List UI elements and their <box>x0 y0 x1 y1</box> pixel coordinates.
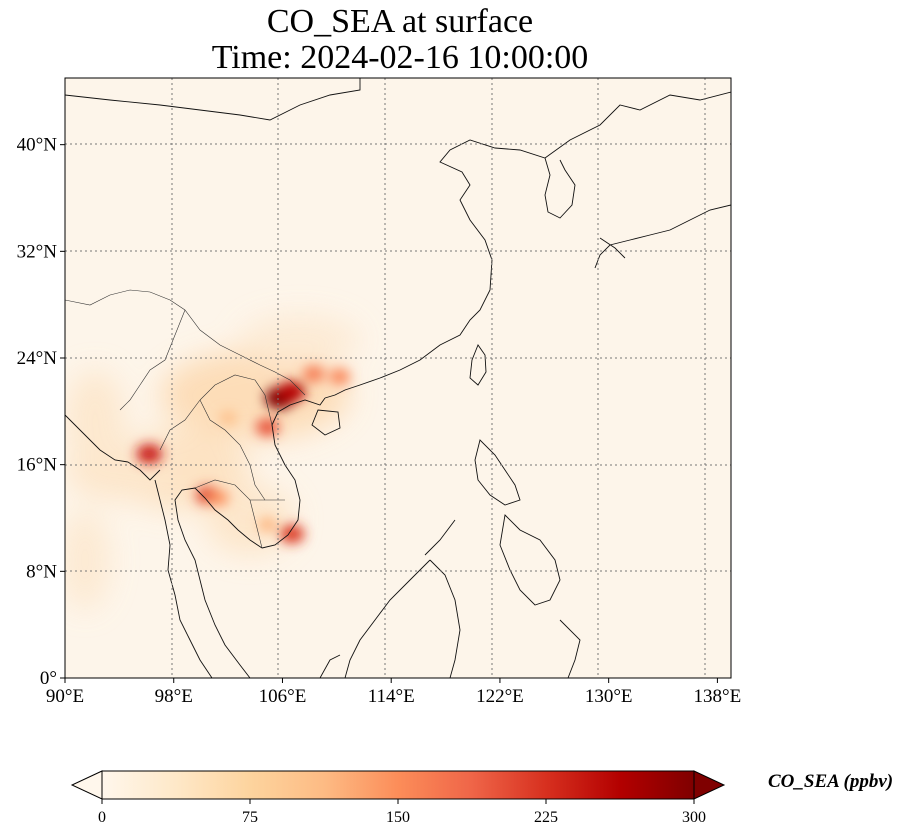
coastlines <box>65 78 731 678</box>
lat-tick-label: 0° <box>40 668 57 689</box>
colorbar-tick-label: 0 <box>98 809 106 826</box>
colorbar-ticks: 0 75 150 225 300 <box>98 799 706 826</box>
colorbar-extend-min <box>70 770 103 800</box>
chart-title-line-2: Time: 2024-02-16 10:00:00 <box>211 39 589 76</box>
colorbar: 0 75 150 225 300 <box>70 770 726 826</box>
co-hotspot <box>279 524 305 544</box>
colorbar-tick-label: 150 <box>386 809 410 826</box>
map-frame <box>64 77 732 679</box>
lon-tick-label: 130°E <box>585 686 633 707</box>
lat-tick-label: 32°N <box>17 241 58 262</box>
co-hotspot <box>255 418 280 437</box>
co-hotspot <box>329 368 350 385</box>
map-background <box>65 78 731 678</box>
co-hotspot <box>303 366 325 382</box>
lat-tick-label: 8°N <box>26 561 57 582</box>
lat-tick-label: 40°N <box>17 135 58 156</box>
colorbar-extend-max <box>693 770 726 800</box>
latitude-axis: 0° 8°N 16°N 24°N 32°N 40°N <box>17 135 65 689</box>
co-hotspot <box>208 490 229 506</box>
lon-tick-label: 106°E <box>259 686 307 707</box>
co-hotspot <box>219 411 237 425</box>
colorbar-label: CO_SEA (ppbv) <box>768 771 894 792</box>
lon-tick-label: 114°E <box>368 686 415 707</box>
co-hotspot <box>258 517 277 532</box>
gridlines <box>65 78 731 678</box>
colorbar-tick-label: 300 <box>682 809 706 826</box>
lat-tick-label: 24°N <box>17 348 58 369</box>
co-hotspot <box>278 381 306 402</box>
lon-tick-label: 138°E <box>694 686 742 707</box>
co-hotspot <box>136 444 163 464</box>
lat-tick-label: 16°N <box>17 455 58 476</box>
lon-tick-label: 90°E <box>46 686 84 707</box>
country-borders <box>65 289 306 549</box>
longitude-axis: 90°E 98°E 106°E 114°E 122°E 130°E 138°E <box>46 678 741 707</box>
colorbar-tick-label: 75 <box>242 809 258 826</box>
colorbar-gradient <box>101 770 695 800</box>
colorbar-tick-label: 225 <box>534 809 558 826</box>
chart-title-line-1: CO_SEA at surface <box>266 3 534 40</box>
lon-tick-label: 122°E <box>476 686 524 707</box>
lon-tick-label: 98°E <box>155 686 193 707</box>
